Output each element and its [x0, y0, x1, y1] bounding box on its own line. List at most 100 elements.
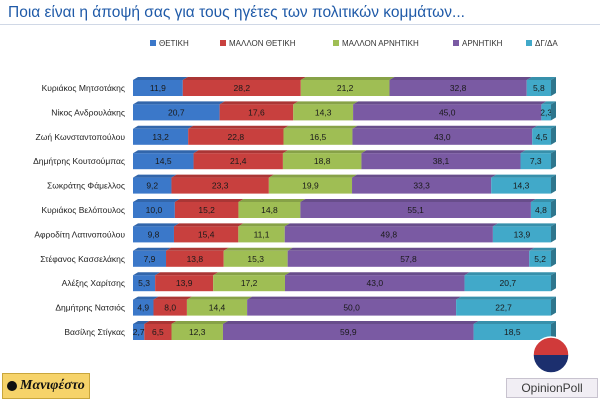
legend-label: ΔΓ/ΔΑ [535, 39, 558, 48]
data-label: 43,0 [434, 132, 451, 142]
bar-segment-top [187, 297, 252, 300]
data-label: 9,8 [148, 229, 160, 239]
bar-segment-top [144, 321, 176, 324]
bar-segment-top [183, 77, 306, 80]
bar-segment-top [474, 321, 556, 324]
bar-segment-top [238, 223, 289, 226]
bar-segment-top [269, 175, 357, 178]
bar-segment-top [166, 248, 229, 251]
category-label: Αλέξης Χαρίτσης [62, 278, 125, 288]
data-label: 15,3 [247, 254, 264, 264]
data-label: 22,7 [495, 303, 512, 313]
data-label: 17,6 [248, 107, 265, 117]
bar-segment-top [283, 150, 367, 153]
bar-segment-top [220, 101, 299, 104]
bar-segment-top [133, 77, 188, 80]
bar-segment-top [491, 175, 556, 178]
legend-swatch [526, 40, 532, 46]
bar-segment-top [301, 77, 395, 80]
data-label: 23,3 [212, 181, 229, 191]
opinionpoll-logo-text: OpinionPoll [506, 378, 598, 398]
data-label: 13,9 [176, 278, 193, 288]
legend-swatch [150, 40, 156, 46]
category-label: Ζωή Κωνσταντοπούλου [36, 132, 126, 142]
bar-segment-top [175, 199, 244, 202]
legend-swatch [333, 40, 339, 46]
category-label: Βασίλης Στίγκας [64, 327, 125, 337]
data-label: 32,8 [450, 83, 467, 93]
opinionpoll-logo: OpinionPoll [506, 336, 596, 398]
data-label: 16,5 [310, 132, 327, 142]
bar-segment-top [133, 126, 193, 129]
legend-label: ΜΑΛΛΟΝ ΘΕΤΙΚΗ [229, 39, 296, 48]
bar-segment-top [171, 321, 227, 324]
data-label: 13,2 [152, 132, 169, 142]
data-label: 11,1 [254, 229, 270, 239]
legend-swatch [453, 40, 459, 46]
bar-segment-top [352, 126, 537, 129]
bar-side-face [551, 223, 556, 242]
title-divider [0, 24, 600, 25]
bar-segment-top [224, 248, 293, 251]
legend-label: ΘΕΤΙΚΗ [159, 39, 189, 48]
bar-segment-top [493, 223, 556, 226]
bar-segment-top [353, 101, 546, 104]
category-label: Δημήτρης Νατσιός [55, 303, 125, 313]
data-label: 7,9 [144, 254, 156, 264]
bar-segment-top [521, 150, 556, 153]
bar-segment-top [456, 297, 556, 300]
maniefesto-logo-text: Μανιφέστο [20, 378, 85, 394]
bar-side-face [551, 77, 556, 96]
data-label: 4,5 [536, 132, 548, 142]
data-label: 6,5 [152, 327, 164, 337]
data-label: 28,2 [234, 83, 251, 93]
data-label: 8,0 [164, 303, 176, 313]
bar-segment-top [288, 248, 535, 251]
data-label: 2,7 [133, 327, 145, 337]
data-label: 12,3 [189, 327, 206, 337]
maniefesto-logo: Μανιφέστο [2, 373, 90, 399]
data-label: 38,1 [433, 156, 450, 166]
bar-segment-top [155, 272, 218, 275]
data-label: 7,3 [530, 156, 542, 166]
data-label: 2,3 [540, 107, 552, 117]
bar-side-face [551, 272, 556, 291]
data-label: 57,8 [400, 254, 417, 264]
bar-segment-top [285, 223, 498, 226]
bar-segment-top [293, 101, 358, 104]
data-label: 5,2 [534, 254, 546, 264]
data-label: 4,8 [535, 205, 547, 215]
category-label: Σωκράτης Φάμελλος [47, 181, 125, 191]
data-label: 13,8 [187, 254, 204, 264]
bar-segment-top [133, 223, 179, 226]
bar-side-face [551, 248, 556, 267]
opinionpoll-logo-icon [532, 336, 570, 374]
legend-swatch [220, 40, 226, 46]
data-label: 22,8 [228, 132, 245, 142]
data-label: 5,3 [138, 278, 150, 288]
data-label: 5,8 [533, 83, 545, 93]
bar-segment-top [174, 223, 243, 226]
data-label: 45,0 [439, 107, 456, 117]
data-label: 19,9 [302, 181, 319, 191]
data-label: 55,1 [407, 205, 424, 215]
data-label: 33,3 [413, 181, 430, 191]
maniefesto-logo-mark [7, 381, 17, 391]
bar-segment-top [194, 150, 288, 153]
stacked-bar-chart: ΘΕΤΙΚΗΜΑΛΛΟΝ ΘΕΤΙΚΗΜΑΛΛΟΝ ΑΡΝΗΤΙΚΗΑΡΝΗΤΙ… [0, 30, 600, 360]
data-label: 17,2 [241, 278, 258, 288]
category-label: Κυριάκος Βελόπουλος [41, 205, 125, 215]
data-label: 49,8 [381, 229, 398, 239]
bar-segment-top [133, 175, 176, 178]
bar-segment-top [133, 248, 171, 251]
category-label: Νίκος Ανδρουλάκης [51, 107, 125, 117]
data-label: 14,3 [315, 107, 332, 117]
data-label: 14,3 [513, 181, 530, 191]
data-label: 20,7 [168, 107, 185, 117]
data-label: 4,9 [137, 303, 149, 313]
bar-segment-top [300, 199, 536, 202]
data-label: 15,2 [198, 205, 215, 215]
data-label: 59,9 [340, 327, 357, 337]
bar-segment-top [133, 199, 180, 202]
data-label: 13,9 [514, 229, 531, 239]
